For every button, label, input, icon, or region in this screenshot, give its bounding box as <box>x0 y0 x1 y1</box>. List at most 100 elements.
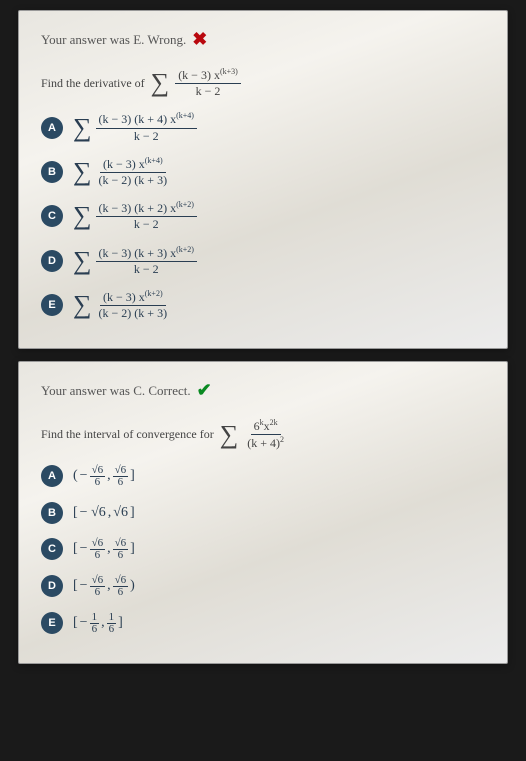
comma: , <box>101 615 105 631</box>
option-body: ∑ (k − 3) (k + 2) x(k+2) k − 2 <box>73 201 197 231</box>
prompt-fraction: 6kx2k (k + 4)2 <box>244 419 287 450</box>
sigma-icon: ∑ <box>73 159 92 185</box>
question-prompt: Find the interval of convergence for ∑ 6… <box>41 419 485 450</box>
sign: − <box>80 615 88 631</box>
opt-exp: (k+4) <box>145 156 163 165</box>
sigma-icon: ∑ <box>151 70 170 96</box>
opt-den: (k − 2) (k + 3) <box>96 306 171 320</box>
option-e[interactable]: E [ − 16 , 16 ] <box>41 612 485 635</box>
frac-d: 6 <box>116 550 126 561</box>
option-b[interactable]: B [ − √6 , √6 ] <box>41 502 485 524</box>
option-d[interactable]: D ∑ (k − 3) (k + 3) x(k+2) k − 2 <box>41 246 485 276</box>
frac-d: 6 <box>116 587 126 598</box>
feedback-row: Your answer was E. Wrong. ✖ <box>41 29 485 50</box>
option-body: ( − √66 , √66 ] <box>73 465 135 488</box>
frac-n: √6 <box>113 538 129 550</box>
option-label: B <box>41 161 63 183</box>
option-label: E <box>41 612 63 634</box>
wrong-icon: ✖ <box>192 29 207 50</box>
option-e[interactable]: E ∑ (k − 3) x(k+2) (k − 2) (k + 3) <box>41 290 485 320</box>
option-label: A <box>41 117 63 139</box>
sigma-icon: ∑ <box>73 292 92 318</box>
bracket-open: ( <box>73 468 78 484</box>
bracket-open: [ <box>73 541 78 557</box>
bracket-close: ) <box>130 578 135 594</box>
opt-den: k − 2 <box>131 217 162 231</box>
frac-d: 6 <box>93 477 103 488</box>
option-label: D <box>41 250 63 272</box>
frac-n: √6 <box>113 575 129 587</box>
bracket-close: ] <box>130 505 135 521</box>
bracket-close: ] <box>118 615 123 631</box>
option-body: ∑ (k − 3) (k + 4) x(k+4) k − 2 <box>73 112 197 142</box>
sign: − <box>80 541 88 557</box>
opt-exp: (k+2) <box>176 200 194 209</box>
comma: , <box>107 578 111 594</box>
opt-exp: (k+2) <box>145 289 163 298</box>
option-b[interactable]: B ∑ (k − 3) x(k+4) (k − 2) (k + 3) <box>41 157 485 187</box>
sigma-icon: ∑ <box>73 203 92 229</box>
feedback-text: Your answer was C. Correct. <box>41 383 191 399</box>
num-exp-b: 2k <box>270 418 278 427</box>
option-a[interactable]: A ( − √66 , √66 ] <box>41 465 485 488</box>
prompt-prefix: Find the derivative of <box>41 76 145 91</box>
frac-n: 1 <box>107 612 117 624</box>
prompt-den: k − 2 <box>193 84 224 98</box>
frac-n: √6 <box>90 575 106 587</box>
option-a[interactable]: A ∑ (k − 3) (k + 4) x(k+4) k − 2 <box>41 112 485 142</box>
opt-num: (k − 3) (k + 3) x <box>99 246 177 260</box>
question-card-1: Your answer was E. Wrong. ✖ Find the der… <box>18 10 508 349</box>
val-b: √6 <box>113 505 128 521</box>
opt-den: (k − 2) (k + 3) <box>96 173 171 187</box>
opt-num: (k − 3) x <box>103 290 145 304</box>
prompt-prefix: Find the interval of convergence for <box>41 427 214 442</box>
opt-exp: (k+4) <box>176 111 194 120</box>
opt-den: k − 2 <box>131 262 162 276</box>
question-card-2: Your answer was C. Correct. ✔ Find the i… <box>18 361 508 663</box>
option-body: ∑ (k − 3) x(k+2) (k − 2) (k + 3) <box>73 290 170 320</box>
option-label: D <box>41 575 63 597</box>
feedback-text: Your answer was E. Wrong. <box>41 32 186 48</box>
option-d[interactable]: D [ − √66 , √66 ) <box>41 575 485 598</box>
frac-d: 6 <box>107 624 117 635</box>
option-label: A <box>41 465 63 487</box>
option-label: C <box>41 538 63 560</box>
frac-n: √6 <box>90 465 106 477</box>
bracket-open: [ <box>73 615 78 631</box>
sigma-icon: ∑ <box>220 422 239 448</box>
option-body: ∑ (k − 3) x(k+4) (k − 2) (k + 3) <box>73 157 170 187</box>
opt-exp: (k+2) <box>176 245 194 254</box>
bracket-close: ] <box>130 468 135 484</box>
option-body: [ − √66 , √66 ] <box>73 538 135 561</box>
den-base: (k + 4) <box>247 436 280 450</box>
option-c[interactable]: C ∑ (k − 3) (k + 2) x(k+2) k − 2 <box>41 201 485 231</box>
frac-d: 6 <box>116 477 126 488</box>
bracket-close: ] <box>130 541 135 557</box>
option-body: ∑ (k − 3) (k + 3) x(k+2) k − 2 <box>73 246 197 276</box>
option-c[interactable]: C [ − √66 , √66 ] <box>41 538 485 561</box>
option-label: E <box>41 294 63 316</box>
sign: − <box>80 578 88 594</box>
opt-num: (k − 3) (k + 4) x <box>99 112 177 126</box>
frac-n: √6 <box>90 538 106 550</box>
correct-icon: ✔ <box>197 380 212 401</box>
option-body: [ − √6 , √6 ] <box>73 505 135 521</box>
sign: − <box>80 468 88 484</box>
frac-n: √6 <box>113 465 129 477</box>
bracket-open: [ <box>73 505 78 521</box>
option-label: C <box>41 205 63 227</box>
val-a: − √6 <box>80 505 106 521</box>
opt-num: (k − 3) (k + 2) x <box>99 201 177 215</box>
option-body: [ − √66 , √66 ) <box>73 575 135 598</box>
frac-d: 6 <box>93 587 103 598</box>
option-body: [ − 16 , 16 ] <box>73 612 123 635</box>
prompt-fraction: (k − 3) x(k+3) k − 2 <box>175 68 241 98</box>
option-label: B <box>41 502 63 524</box>
prompt-num: (k − 3) x <box>178 68 220 82</box>
feedback-row: Your answer was C. Correct. ✔ <box>41 380 485 401</box>
comma: , <box>107 541 111 557</box>
frac-d: 6 <box>93 550 103 561</box>
sigma-icon: ∑ <box>73 115 92 141</box>
den-exp: 2 <box>280 435 284 444</box>
opt-den: k − 2 <box>131 129 162 143</box>
